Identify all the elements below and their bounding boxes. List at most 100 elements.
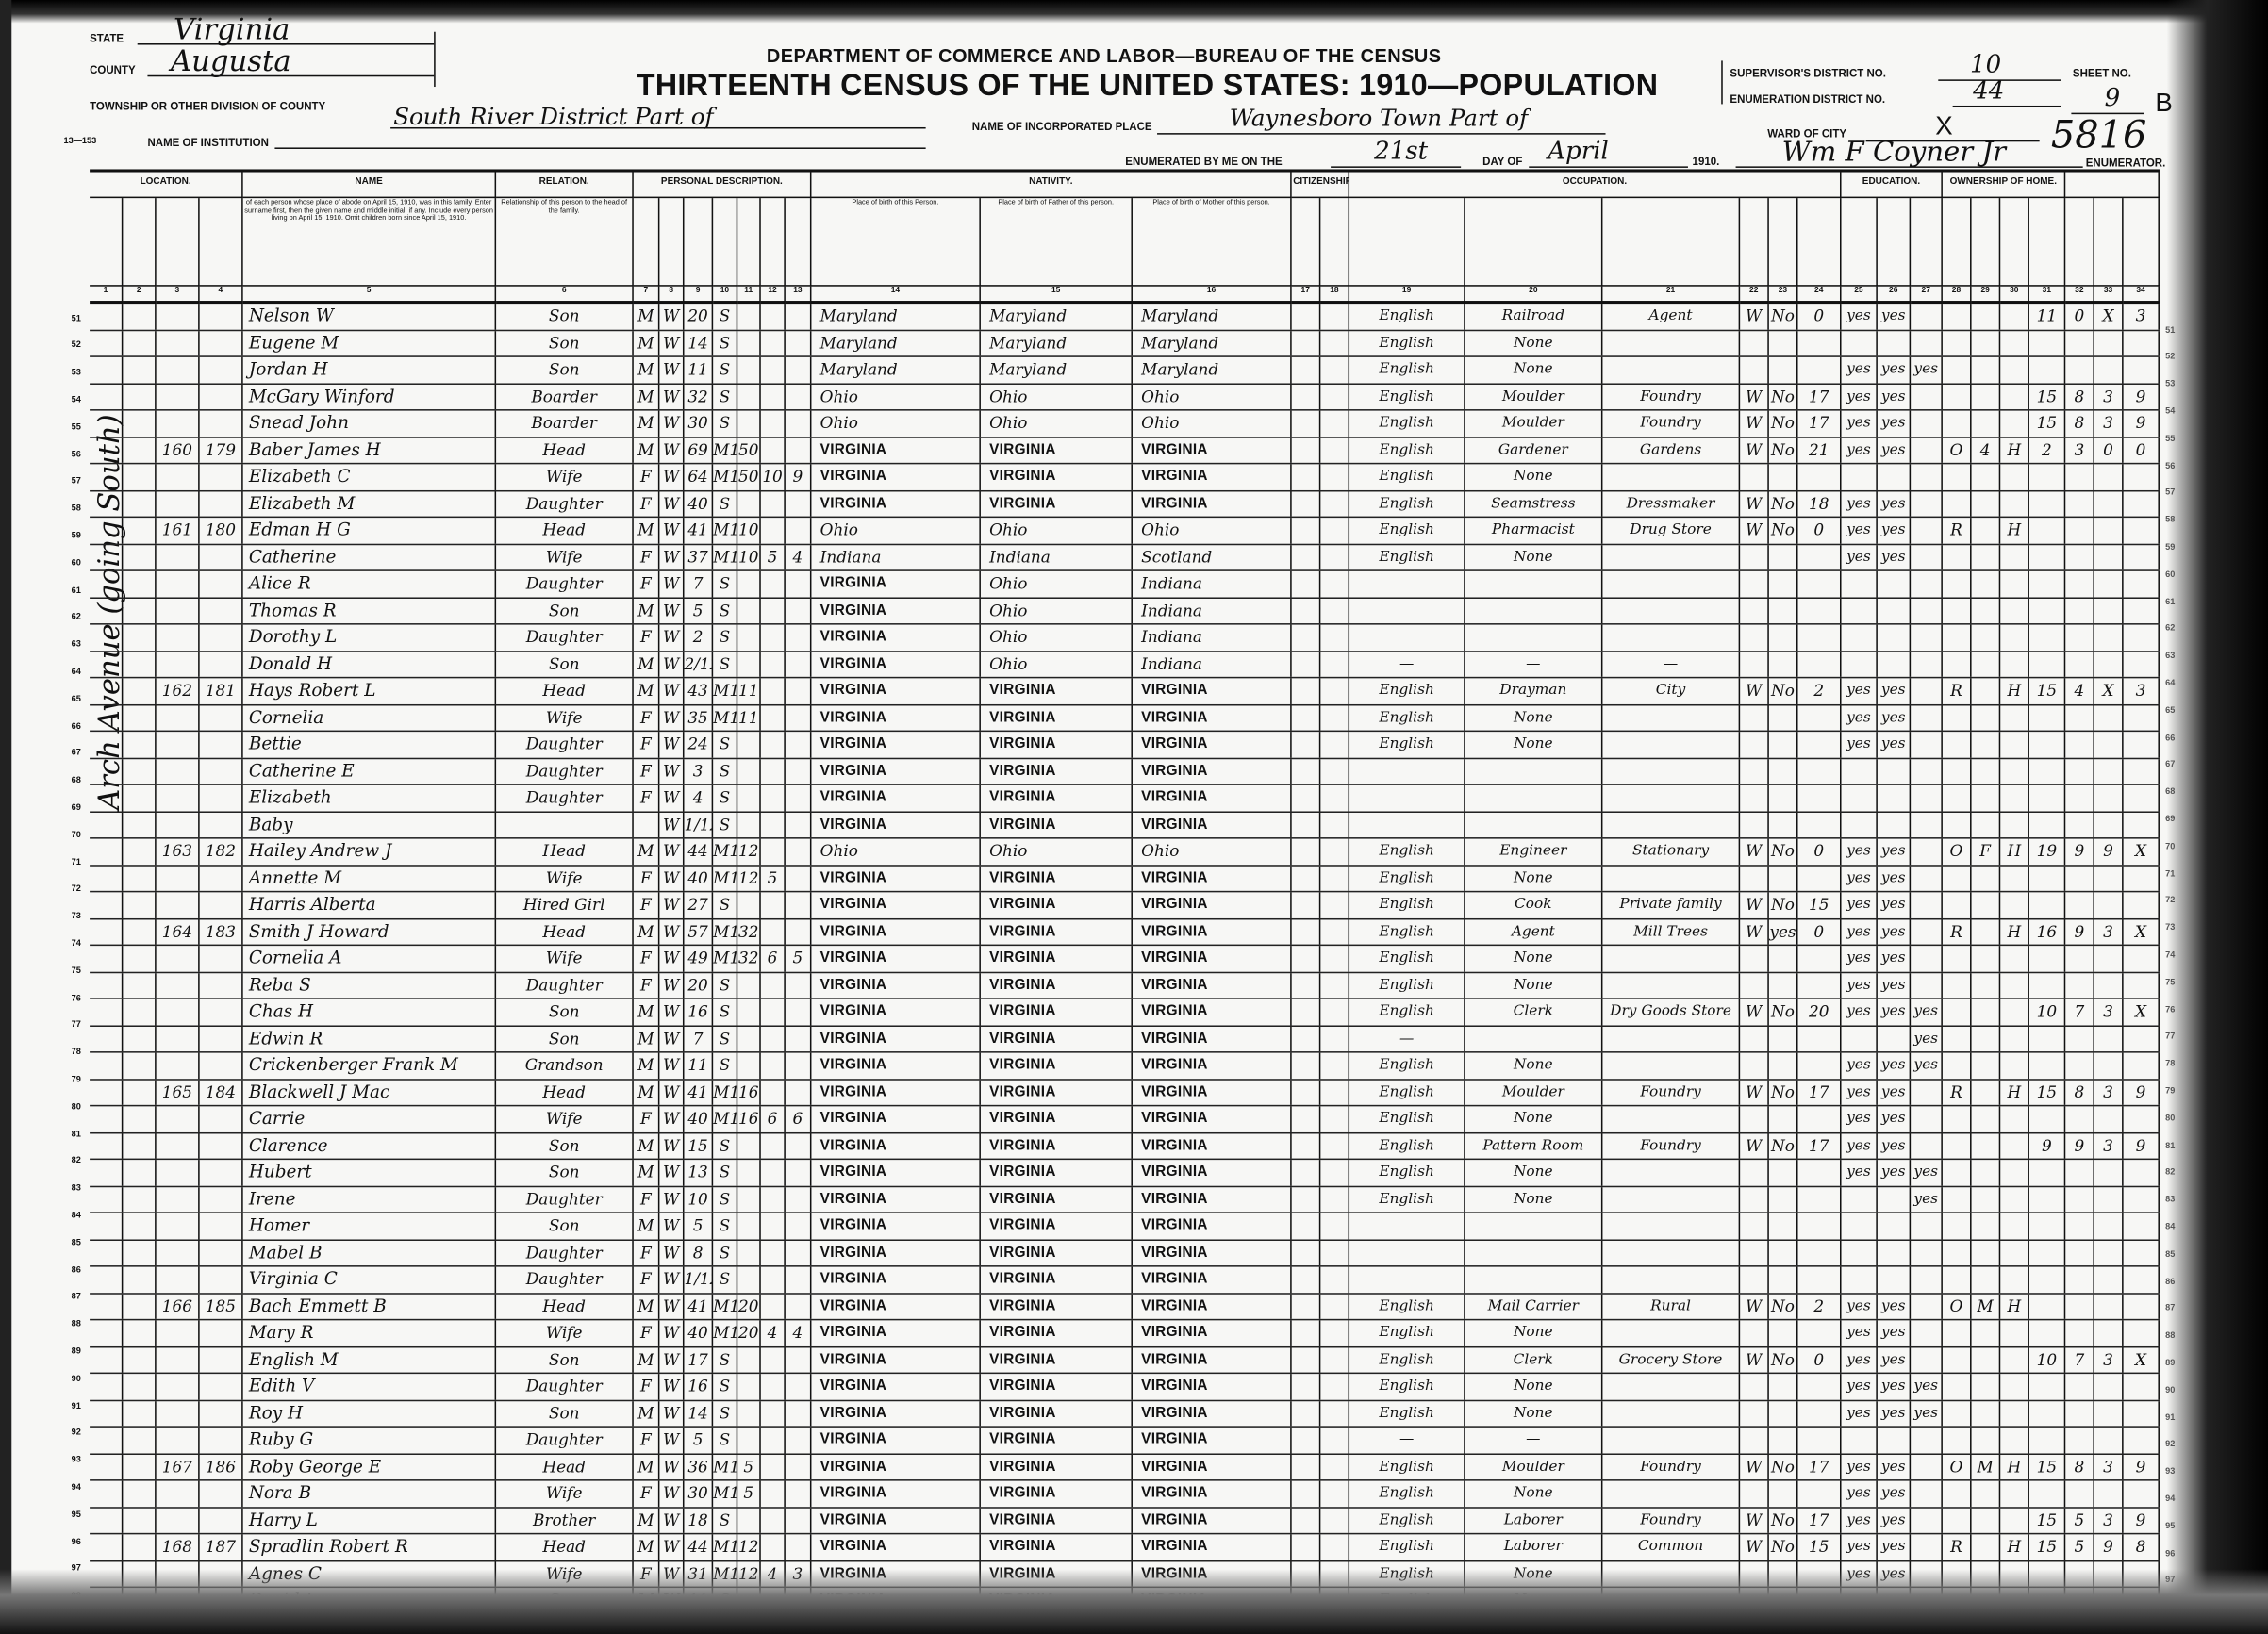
race: W [659,1026,685,1052]
can-read: yes [1842,1320,1878,1346]
home-ownership-code: H [2000,918,2029,945]
home-ownership-code [2000,464,2029,490]
column-number: 11 [737,286,761,305]
can-read: yes [1842,1400,1878,1427]
underline [1735,166,2083,168]
weeks-out-of-work [1798,1186,1842,1213]
office-code [2065,1160,2094,1185]
office-code [2065,1052,2094,1079]
family-number [200,356,243,383]
age: 17 [684,1346,714,1373]
office-code [2065,865,2094,891]
can-read: yes [1842,304,1878,329]
can-read: yes [1842,704,1878,731]
line-number-right: 51 [2165,325,2176,336]
weeks-out-of-work [1798,704,1842,731]
sex: F [634,1240,660,1266]
children-born [761,918,786,945]
naturalization [1320,1320,1350,1346]
mother-birthplace: Indiana [1133,570,1292,597]
relationship: Hired Girl [496,892,634,918]
family-number [200,570,243,597]
street [90,1427,124,1453]
can-write: yes [1878,1106,1912,1132]
home-ownership-code [1943,544,1972,570]
office-code [2065,1106,2094,1132]
enumerator-label: Enumerator. [2085,156,2166,170]
sex: M [634,1293,660,1319]
children-living [786,410,812,437]
sex: F [634,1374,660,1399]
naturalization [1320,651,1350,677]
street [90,1266,124,1293]
home-ownership-code [1943,865,1972,891]
person-name: Hays Robert L [243,678,497,704]
birthplace: VIRGINIA [811,651,981,677]
office-code [2124,330,2160,356]
office-code [2065,544,2094,570]
line-number-right: 58 [2165,516,2176,525]
father-birthplace: VIRGINIA [981,918,1133,945]
office-code: 7 [2065,1346,2094,1373]
office-code [2094,704,2124,731]
line-number-left: 64 [71,668,81,677]
street [90,384,124,410]
age: 1/12 [684,1266,714,1293]
home-ownership-code [1972,918,2001,945]
language: — [1349,651,1465,677]
person-name: Nora B [243,1480,497,1507]
office-code [2124,518,2160,543]
column-description [1768,198,1798,287]
out-of-work: No [1769,1079,1798,1105]
family-number: 183 [200,918,243,945]
line-number-right: 94 [2165,1494,2176,1504]
immigration-year [1292,946,1321,971]
column-number: 32 [2065,286,2094,305]
birthplace: Maryland [811,304,981,329]
can-read: yes [1842,544,1878,570]
can-read: yes [1842,972,1878,999]
trade [1465,1240,1603,1266]
form-number: 13—153 [63,137,97,146]
mother-birthplace: Indiana [1133,651,1292,677]
attended-school [1911,1454,1943,1480]
attended-school [1911,410,1943,437]
immigration-year [1292,732,1321,757]
dwelling-number [157,972,200,999]
can-write [1878,784,1912,811]
birthplace: VIRGINIA [811,570,981,597]
can-write: yes [1878,1374,1912,1399]
column-description [1971,198,2001,287]
family-number [200,410,243,437]
race: W [659,1293,685,1319]
house-number [123,732,157,757]
person-name: Cornelia A [243,946,497,971]
family-number [200,1320,243,1346]
line-number-left: 94 [71,1483,81,1493]
home-ownership-code [1972,892,2001,918]
naturalization [1320,1052,1350,1079]
dwelling-number [157,1374,200,1399]
language: English [1349,544,1465,570]
naturalization [1320,758,1350,784]
house-number [123,1400,157,1427]
children-living [786,384,812,410]
line-number-left: 73 [71,912,81,922]
father-birthplace: VIRGINIA [981,732,1133,757]
office-code [2094,598,2124,624]
sex: F [634,758,660,784]
attended-school [1911,946,1943,971]
dwelling-number: 166 [157,1293,200,1319]
table-row: Elizabeth Daughter F W 4 S VIRGINIA VIRGINIA VIR… [90,784,2160,813]
can-write: yes [1878,1079,1912,1105]
employment-class [1740,704,1769,731]
age: 41 [684,1293,714,1319]
office-code [2065,704,2094,731]
can-read: yes [1842,1507,1878,1533]
birthplace: VIRGINIA [811,1534,981,1560]
dwelling-number [157,1160,200,1185]
table-row: Edwin R Son M W 7 S VIRGINIA VIRGINIA VIRGINIA — y… [90,1026,2160,1053]
line-number-left: 56 [71,450,81,459]
children-living [786,918,812,945]
home-ownership-code [1943,812,1972,838]
